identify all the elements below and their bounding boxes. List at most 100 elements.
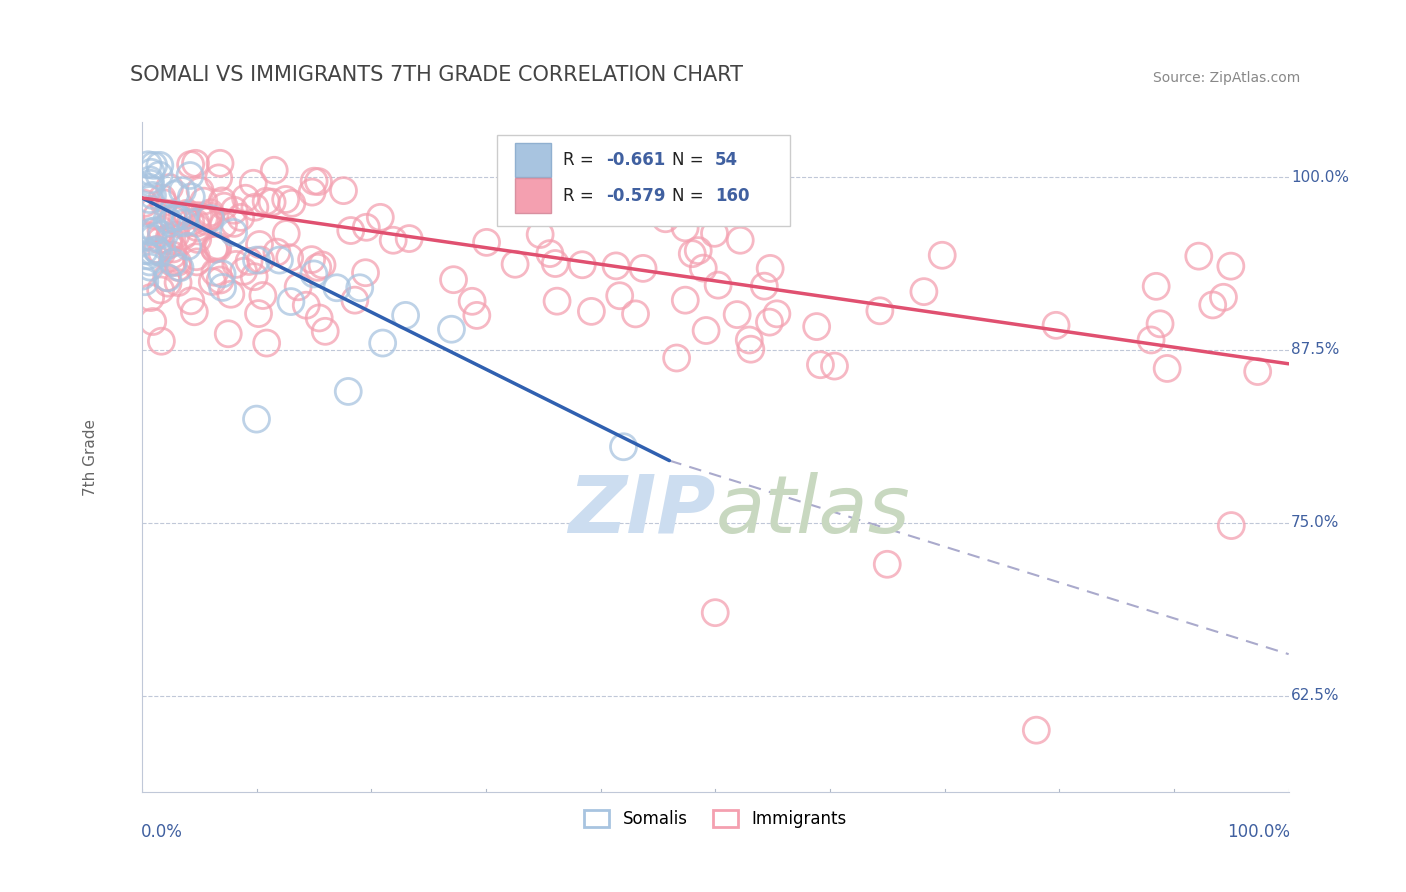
Point bbox=[356, 220, 378, 235]
Point bbox=[295, 298, 318, 312]
Text: 0.0%: 0.0% bbox=[141, 822, 183, 840]
Point bbox=[232, 264, 254, 278]
Point bbox=[177, 239, 200, 253]
Point bbox=[141, 165, 163, 179]
Point bbox=[200, 211, 222, 226]
Point bbox=[754, 279, 776, 293]
Point bbox=[141, 188, 163, 202]
Point bbox=[314, 324, 336, 338]
Point bbox=[931, 248, 953, 262]
Point bbox=[725, 308, 748, 322]
Point bbox=[174, 209, 197, 223]
Point bbox=[538, 246, 561, 260]
Point bbox=[758, 315, 780, 329]
Point bbox=[245, 253, 267, 268]
Point bbox=[238, 254, 260, 268]
Point bbox=[254, 194, 277, 209]
Point bbox=[332, 184, 354, 198]
Point bbox=[200, 206, 222, 220]
Point bbox=[707, 278, 730, 293]
Point bbox=[159, 216, 181, 230]
Point bbox=[162, 248, 184, 262]
Point bbox=[1219, 259, 1241, 273]
Point bbox=[162, 211, 184, 225]
Point bbox=[398, 231, 420, 245]
Point bbox=[339, 223, 361, 237]
Point bbox=[307, 175, 329, 189]
Point bbox=[571, 258, 593, 272]
Point bbox=[207, 241, 229, 255]
Point bbox=[136, 158, 159, 172]
Point bbox=[302, 267, 325, 281]
Point bbox=[876, 558, 898, 572]
Point bbox=[172, 184, 194, 198]
Point bbox=[146, 243, 169, 257]
Point bbox=[631, 261, 654, 276]
Point bbox=[167, 260, 190, 275]
Point bbox=[337, 384, 360, 399]
Point bbox=[810, 358, 832, 372]
Point bbox=[150, 334, 173, 349]
Point bbox=[179, 169, 201, 183]
Point bbox=[673, 293, 696, 308]
Point bbox=[229, 211, 252, 225]
Point bbox=[142, 314, 165, 328]
Point bbox=[186, 216, 208, 230]
Point bbox=[503, 257, 526, 271]
Point bbox=[155, 270, 177, 285]
Point bbox=[465, 309, 488, 323]
Point bbox=[354, 266, 377, 280]
Point bbox=[193, 211, 215, 225]
Point bbox=[150, 191, 173, 205]
Point bbox=[139, 173, 162, 187]
Point bbox=[208, 156, 231, 170]
Point bbox=[166, 255, 188, 269]
Point bbox=[148, 245, 170, 260]
Point bbox=[211, 280, 233, 294]
Point bbox=[188, 184, 211, 198]
Point bbox=[1025, 723, 1047, 738]
Point bbox=[681, 246, 703, 260]
Point bbox=[184, 156, 207, 170]
Point bbox=[156, 212, 179, 227]
Point bbox=[326, 281, 349, 295]
Point bbox=[301, 252, 323, 267]
Text: ZIP: ZIP bbox=[568, 472, 716, 549]
Point bbox=[1045, 318, 1067, 333]
Point bbox=[150, 245, 173, 260]
Point bbox=[274, 193, 297, 207]
Point bbox=[173, 216, 195, 230]
Point bbox=[224, 203, 246, 218]
Point bbox=[186, 255, 208, 269]
Point bbox=[256, 336, 278, 351]
Point bbox=[266, 245, 288, 260]
Point bbox=[544, 256, 567, 270]
Point bbox=[1212, 290, 1234, 304]
Point bbox=[148, 168, 170, 182]
Point bbox=[281, 196, 304, 211]
Point bbox=[269, 253, 291, 268]
Point bbox=[166, 210, 188, 224]
Point bbox=[193, 194, 215, 209]
Point bbox=[222, 216, 245, 230]
Point bbox=[180, 158, 202, 172]
Point bbox=[149, 158, 172, 172]
Point bbox=[139, 177, 162, 191]
Point bbox=[207, 239, 229, 253]
Point bbox=[202, 242, 225, 256]
Point bbox=[235, 191, 257, 205]
Text: 7th Grade: 7th Grade bbox=[83, 418, 98, 496]
Point bbox=[134, 244, 156, 258]
Point bbox=[204, 265, 226, 279]
Point bbox=[176, 208, 198, 222]
Text: 100.0%: 100.0% bbox=[1227, 822, 1289, 840]
Point bbox=[740, 342, 762, 356]
Text: 160: 160 bbox=[716, 186, 749, 204]
Point bbox=[135, 229, 157, 244]
Point bbox=[728, 233, 751, 247]
Point bbox=[912, 285, 935, 299]
Point bbox=[157, 230, 180, 244]
Point bbox=[219, 287, 242, 301]
Point bbox=[142, 158, 165, 172]
Point bbox=[278, 251, 301, 265]
